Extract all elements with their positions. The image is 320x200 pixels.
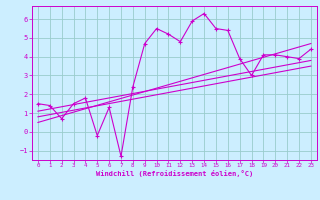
X-axis label: Windchill (Refroidissement éolien,°C): Windchill (Refroidissement éolien,°C) <box>96 170 253 177</box>
